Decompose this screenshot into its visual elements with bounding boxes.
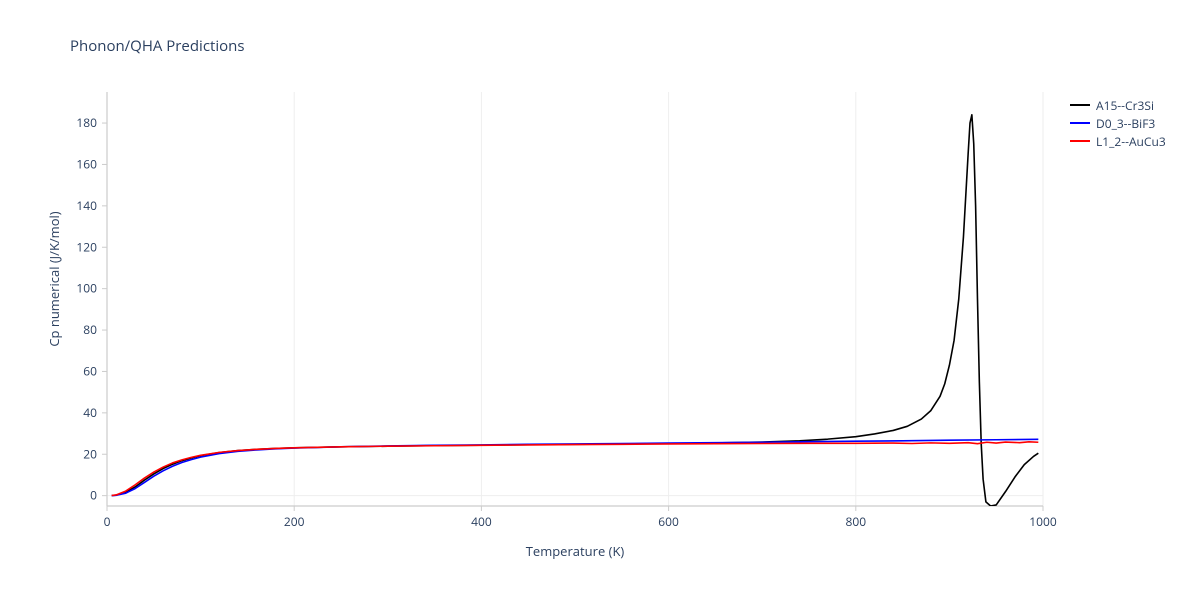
svg-text:800: 800 <box>846 513 867 530</box>
legend-label: L1_2--AuCu3 <box>1096 133 1166 150</box>
svg-text:160: 160 <box>76 155 97 172</box>
legend-label: D0_3--BiF3 <box>1096 115 1155 132</box>
legend-item[interactable]: D0_3--BiF3 <box>1070 114 1166 132</box>
legend-item[interactable]: A15--Cr3Si <box>1070 96 1166 114</box>
svg-text:60: 60 <box>83 362 97 379</box>
legend-swatch <box>1070 122 1090 124</box>
y-axis-label: Cp numerical (J/K/mol) <box>45 179 63 379</box>
svg-text:80: 80 <box>83 321 97 338</box>
svg-text:100: 100 <box>76 280 97 297</box>
x-axis-label: Temperature (K) <box>107 542 1043 560</box>
legend-swatch <box>1070 104 1090 106</box>
series-line[interactable] <box>112 115 1039 506</box>
legend-swatch <box>1070 140 1090 142</box>
svg-text:400: 400 <box>471 513 492 530</box>
series-line[interactable] <box>112 439 1039 495</box>
series-line[interactable] <box>112 442 1039 496</box>
svg-text:20: 20 <box>83 445 97 462</box>
svg-text:600: 600 <box>658 513 679 530</box>
legend-label: A15--Cr3Si <box>1096 97 1154 114</box>
svg-text:180: 180 <box>76 114 97 131</box>
svg-text:0: 0 <box>104 513 111 530</box>
svg-text:40: 40 <box>83 404 97 421</box>
svg-text:120: 120 <box>76 238 97 255</box>
chart-container: { "chart": { "type": "line", "title": "P… <box>0 0 1200 600</box>
plot-area[interactable]: 0 200 400 600 800 1000 0 20 40 60 80 100 120 140 160 18… <box>0 0 1200 600</box>
legend: A15--Cr3SiD0_3--BiF3L1_2--AuCu3 <box>1070 96 1166 150</box>
svg-text:1000: 1000 <box>1029 513 1057 530</box>
svg-text:140: 140 <box>76 197 97 214</box>
svg-text:0: 0 <box>90 487 97 504</box>
svg-text:200: 200 <box>284 513 305 530</box>
legend-item[interactable]: L1_2--AuCu3 <box>1070 132 1166 150</box>
